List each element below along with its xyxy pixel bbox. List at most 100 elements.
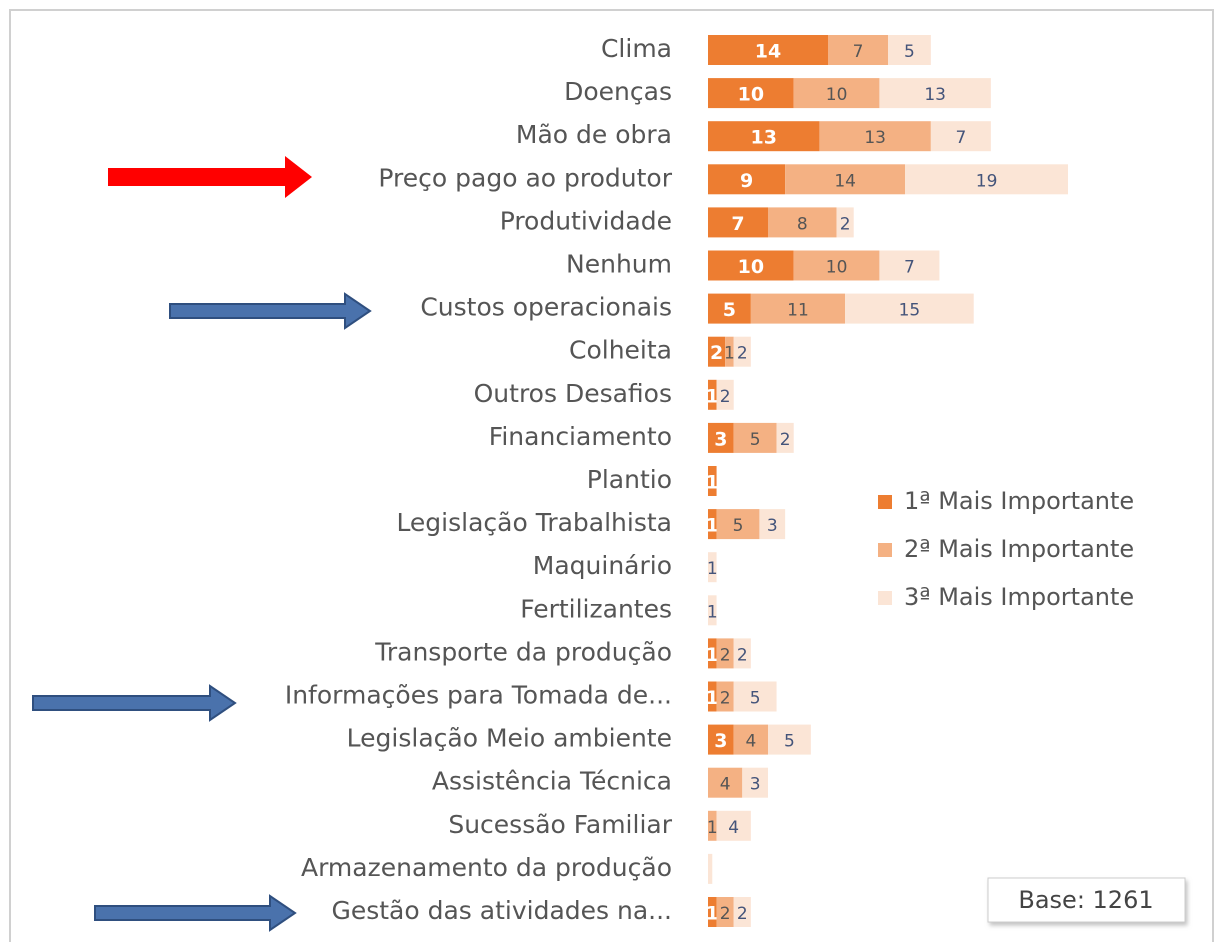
category-label: Informações para Tomada de... xyxy=(285,681,672,710)
bar-segment xyxy=(750,293,846,324)
data-label: 5 xyxy=(723,299,736,321)
bar-segment xyxy=(785,164,906,195)
category-label: Produtividade xyxy=(500,206,672,235)
category-label: Fertilizantes xyxy=(520,594,672,623)
bar-segment xyxy=(828,35,888,65)
category-label: Clima xyxy=(601,34,672,63)
bar-segment xyxy=(742,767,768,798)
legend-swatch xyxy=(878,591,892,605)
bar-segment xyxy=(716,509,760,540)
bar-segment xyxy=(708,638,717,669)
bar-segment xyxy=(733,422,777,453)
data-label: 2 xyxy=(737,904,748,924)
data-label: 1 xyxy=(706,644,719,666)
data-label: 13 xyxy=(750,127,776,149)
category-label: Nenhum xyxy=(566,250,672,279)
bar-segment xyxy=(819,121,931,152)
data-label: 5 xyxy=(784,732,795,752)
category-label: Mão de obra xyxy=(516,120,672,149)
bar-segment xyxy=(768,724,811,755)
bar-segment xyxy=(733,336,751,367)
bar-segment xyxy=(708,724,734,755)
data-label: 2 xyxy=(720,387,731,407)
data-label: 7 xyxy=(904,258,915,278)
bar-segment xyxy=(836,207,854,238)
data-label: 1 xyxy=(706,472,719,494)
bar-segment xyxy=(930,121,991,152)
bar-segment xyxy=(793,250,880,281)
legend-label: 1ª Mais Importante xyxy=(904,487,1134,515)
data-label: 1 xyxy=(707,559,718,579)
bar-segment xyxy=(716,810,751,841)
bar-segment xyxy=(768,207,837,238)
bar-segment xyxy=(708,681,717,712)
bar-segment xyxy=(708,466,717,496)
blue-arrow xyxy=(94,894,297,932)
data-label: 1 xyxy=(724,344,735,364)
bar-segment xyxy=(708,767,743,798)
data-label: 14 xyxy=(755,41,781,63)
category-label: Custos operacionais xyxy=(420,293,672,322)
bar-segment xyxy=(708,552,717,583)
bar-segment xyxy=(733,897,751,927)
category-label: Transporte da produção xyxy=(374,637,672,666)
data-label: 3 xyxy=(714,730,727,752)
chart-border xyxy=(9,9,1214,942)
bar-segment xyxy=(725,336,734,367)
legend-swatch xyxy=(878,543,892,557)
data-label: 1 xyxy=(706,687,719,709)
data-label: 2 xyxy=(737,344,748,364)
data-label: 1 xyxy=(706,385,719,407)
category-label: Outros Desafios xyxy=(474,379,672,408)
bar-segment xyxy=(708,509,717,540)
data-label: 19 xyxy=(976,171,998,191)
bar-segment xyxy=(879,250,940,281)
data-label: 3 xyxy=(750,775,761,795)
data-label: 2 xyxy=(710,342,723,364)
data-label: 5 xyxy=(750,430,761,450)
bar-segment xyxy=(708,35,828,65)
bar-segment xyxy=(716,638,734,669)
category-label: Legislação Trabalhista xyxy=(396,508,672,537)
bar-segment xyxy=(716,379,734,410)
legend-swatch xyxy=(878,495,892,509)
data-label: 7 xyxy=(853,42,864,62)
bar-segment xyxy=(905,164,1068,195)
bar-segment xyxy=(708,207,768,238)
bar-segment xyxy=(733,638,751,669)
data-label: 2 xyxy=(720,689,731,709)
data-label: 1 xyxy=(706,515,719,537)
legend-label: 3ª Mais Importante xyxy=(904,583,1134,611)
data-label: 13 xyxy=(924,85,946,105)
bar-segment xyxy=(776,422,794,453)
data-label: 5 xyxy=(733,516,744,536)
category-label: Preço pago ao produtor xyxy=(378,163,672,192)
data-label: 4 xyxy=(720,775,731,795)
bar-segment xyxy=(879,78,991,109)
bar-segment xyxy=(708,78,794,109)
data-label: 10 xyxy=(738,84,764,106)
data-label: 3 xyxy=(714,428,727,450)
bar-segment xyxy=(708,422,734,453)
bar-segment xyxy=(716,897,734,927)
data-label: 1 xyxy=(707,602,718,622)
bar-segment xyxy=(759,509,786,540)
bar-segment xyxy=(708,293,751,324)
data-label: 4 xyxy=(745,732,756,752)
bar-segment xyxy=(845,293,974,324)
data-label: 7 xyxy=(731,213,744,235)
category-label: Financiamento xyxy=(489,422,672,451)
category-label: Doenças xyxy=(564,77,672,106)
data-label: 9 xyxy=(740,170,753,192)
bar-segment xyxy=(733,681,777,712)
bar-segment xyxy=(708,164,786,195)
legend-label: 2ª Mais Importante xyxy=(904,535,1134,563)
data-label: 2 xyxy=(840,214,851,234)
data-label: 3 xyxy=(767,516,778,536)
bar-segment xyxy=(708,853,713,884)
category-label: Assistência Técnica xyxy=(432,767,672,796)
data-label: 2 xyxy=(737,645,748,665)
bar-segment xyxy=(708,897,717,927)
bar-segment xyxy=(733,724,768,755)
